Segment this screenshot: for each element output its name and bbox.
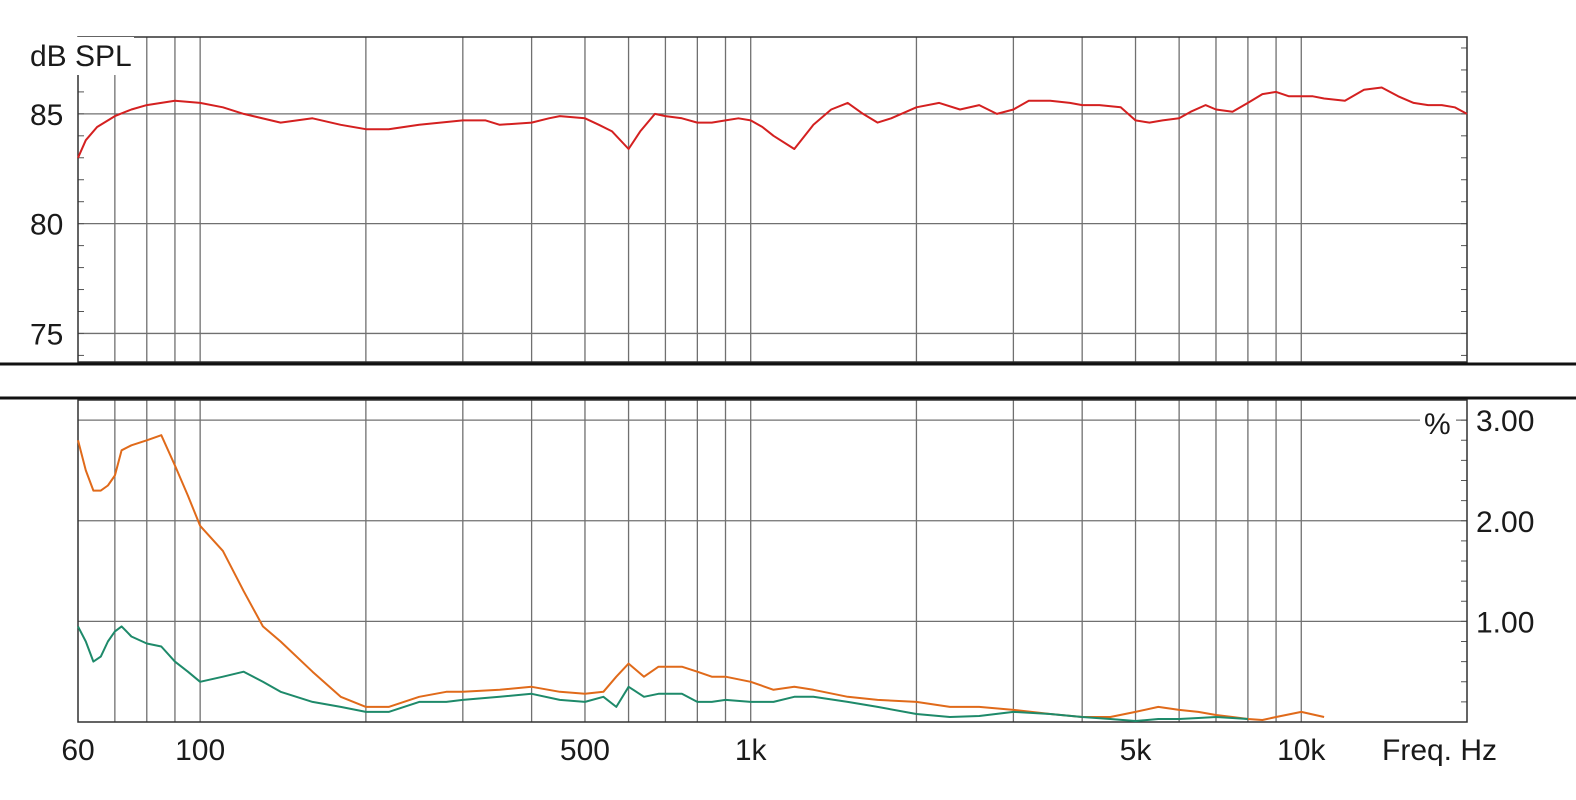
- panel-separator: [0, 362, 1576, 400]
- spl-series-line-1: [77, 86, 1468, 159]
- distortion-ytick-labels: 1.00 2.00 3.00: [1476, 405, 1534, 639]
- spl-plot-frame: [77, 36, 1468, 363]
- x-tick-label: 500: [560, 734, 610, 767]
- spl-panel: 75 80 85 dB SPL: [28, 36, 1468, 363]
- spl-ylabel: dB SPL: [30, 40, 132, 73]
- x-tick-label: 10k: [1277, 734, 1326, 767]
- x-tick-label: 5k: [1120, 734, 1153, 767]
- distortion-panel: 1.00 2.00 3.00 % 60 100 500 1k 5k 10k Freq. Hz: [61, 399, 1534, 767]
- x-tick-label: 1k: [735, 734, 768, 767]
- x-axis-label: Freq. Hz: [1382, 734, 1497, 767]
- x-tick-labels: 60 100 500 1k 5k 10k: [61, 734, 1326, 767]
- spl-series: [77, 86, 1468, 159]
- distortion-ytick-label: 2.00: [1476, 506, 1534, 539]
- spl-gridlines: [78, 37, 1467, 362]
- distortion-series-line-1: [77, 434, 1325, 721]
- spl-ytick-labels: 75 80 85: [30, 99, 63, 352]
- distortion-series-line-2: [77, 625, 1248, 722]
- distortion-ytick-label: 3.00: [1476, 405, 1534, 438]
- x-tick-label: 60: [61, 734, 94, 767]
- distortion-plot-frame: [77, 399, 1468, 723]
- distortion-ytick-label: 1.00: [1476, 606, 1534, 639]
- spl-ytick-label: 85: [30, 99, 63, 132]
- spl-ylabel-bg: [28, 37, 134, 75]
- spl-ytick-label: 80: [30, 209, 63, 242]
- distortion-ylabel-bg: [1420, 404, 1456, 440]
- spl-ytick-label: 75: [30, 318, 63, 351]
- distortion-series: [77, 434, 1325, 722]
- distortion-gridlines: [78, 400, 1467, 722]
- x-tick-label: 100: [175, 734, 225, 767]
- distortion-ylabel: %: [1424, 408, 1451, 441]
